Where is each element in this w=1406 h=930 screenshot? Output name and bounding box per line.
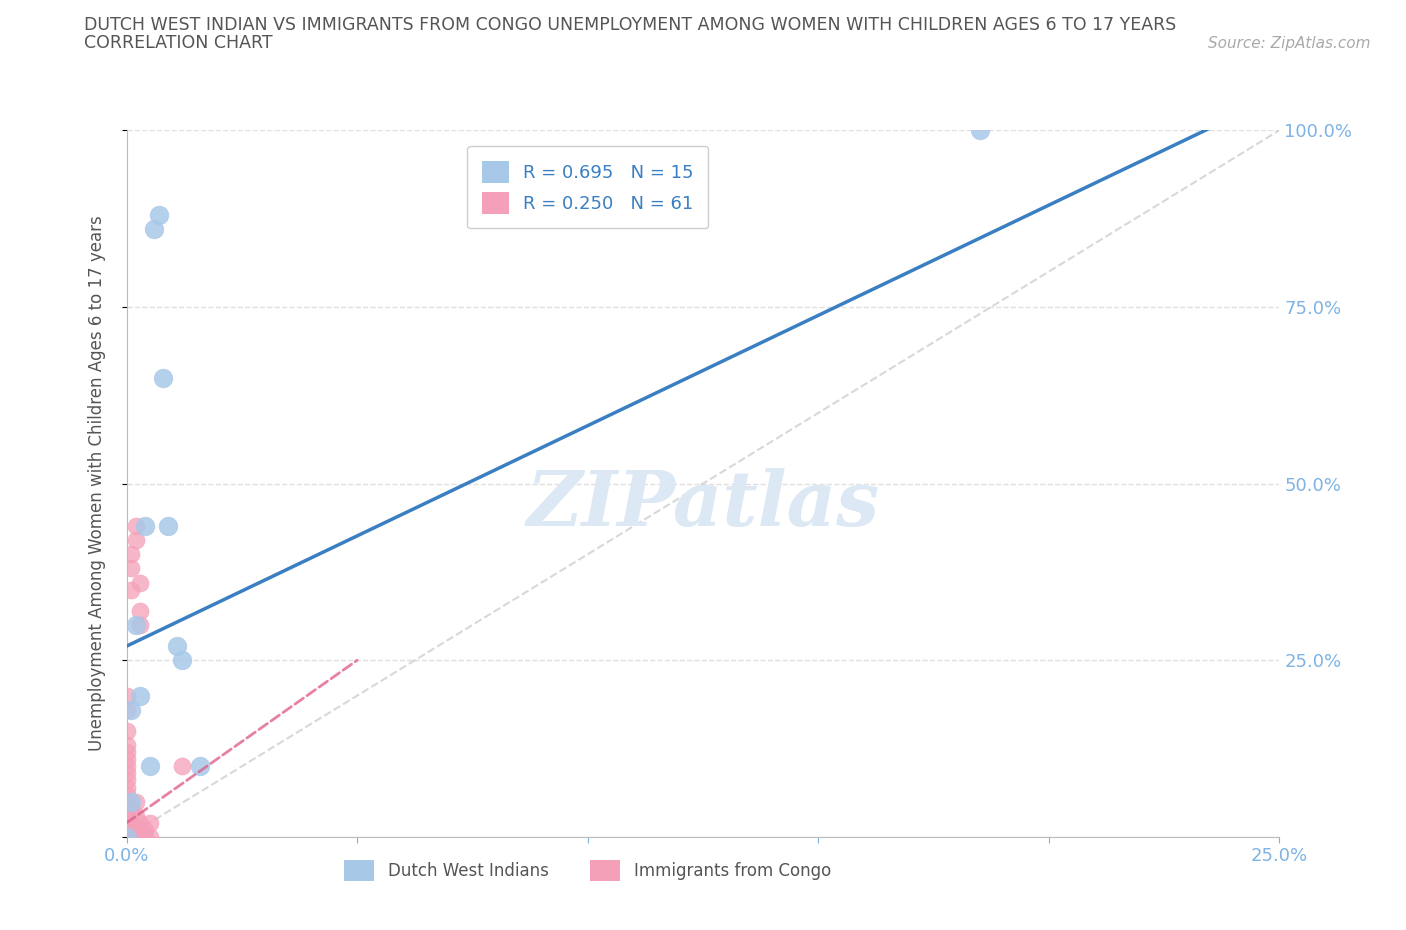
Point — [138, 830, 160, 844]
Point — [115, 702, 138, 717]
Point — [120, 816, 142, 830]
Point — [115, 773, 138, 788]
Point — [125, 830, 148, 844]
Point — [129, 618, 152, 632]
Point — [120, 830, 142, 844]
Text: Source: ZipAtlas.com: Source: ZipAtlas.com — [1208, 36, 1371, 51]
Legend: Dutch West Indians, Immigrants from Congo: Dutch West Indians, Immigrants from Cong… — [333, 848, 842, 892]
Point — [115, 830, 138, 844]
Point — [115, 794, 138, 809]
Point — [115, 688, 138, 703]
Point — [188, 759, 211, 774]
Point — [115, 830, 138, 844]
Point — [129, 822, 152, 837]
Point — [115, 830, 138, 844]
Point — [115, 787, 138, 802]
Point — [115, 830, 138, 844]
Point — [115, 830, 138, 844]
Y-axis label: Unemployment Among Women with Children Ages 6 to 17 years: Unemployment Among Women with Children A… — [87, 216, 105, 751]
Point — [134, 830, 156, 844]
Point — [115, 751, 138, 766]
Point — [115, 830, 138, 844]
Point — [138, 759, 160, 774]
Point — [120, 794, 142, 809]
Point — [115, 808, 138, 823]
Point — [125, 808, 148, 823]
Point — [157, 519, 180, 534]
Point — [115, 816, 138, 830]
Point — [120, 582, 142, 597]
Point — [129, 575, 152, 590]
Point — [115, 822, 138, 837]
Point — [120, 816, 142, 830]
Point — [143, 221, 166, 236]
Point — [115, 780, 138, 795]
Text: CORRELATION CHART: CORRELATION CHART — [84, 34, 273, 52]
Point — [115, 830, 138, 844]
Point — [120, 702, 142, 717]
Point — [125, 794, 148, 809]
Point — [969, 123, 991, 138]
Point — [138, 816, 160, 830]
Point — [115, 830, 138, 844]
Point — [129, 688, 152, 703]
Point — [115, 759, 138, 774]
Point — [115, 830, 138, 844]
Point — [125, 822, 148, 837]
Point — [166, 639, 188, 654]
Point — [115, 745, 138, 760]
Point — [115, 802, 138, 817]
Text: ZIPatlas: ZIPatlas — [526, 468, 880, 542]
Point — [115, 830, 138, 844]
Point — [115, 830, 138, 844]
Point — [115, 830, 138, 844]
Point — [125, 519, 148, 534]
Point — [115, 830, 138, 844]
Point — [120, 561, 142, 576]
Point — [170, 653, 193, 668]
Point — [115, 830, 138, 844]
Point — [134, 519, 156, 534]
Point — [134, 822, 156, 837]
Point — [120, 547, 142, 562]
Point — [115, 724, 138, 738]
Point — [152, 370, 174, 385]
Point — [129, 830, 152, 844]
Point — [125, 618, 148, 632]
Point — [115, 830, 138, 844]
Point — [120, 802, 142, 817]
Point — [129, 816, 152, 830]
Text: DUTCH WEST INDIAN VS IMMIGRANTS FROM CONGO UNEMPLOYMENT AMONG WOMEN WITH CHILDRE: DUTCH WEST INDIAN VS IMMIGRANTS FROM CON… — [84, 16, 1177, 33]
Point — [115, 766, 138, 781]
Point — [115, 830, 138, 844]
Point — [125, 533, 148, 548]
Point — [129, 604, 152, 618]
Point — [115, 737, 138, 752]
Point — [115, 830, 138, 844]
Point — [125, 830, 148, 844]
Point — [115, 830, 138, 844]
Point — [115, 830, 138, 844]
Point — [148, 207, 170, 222]
Point — [120, 830, 142, 844]
Point — [170, 759, 193, 774]
Point — [115, 822, 138, 837]
